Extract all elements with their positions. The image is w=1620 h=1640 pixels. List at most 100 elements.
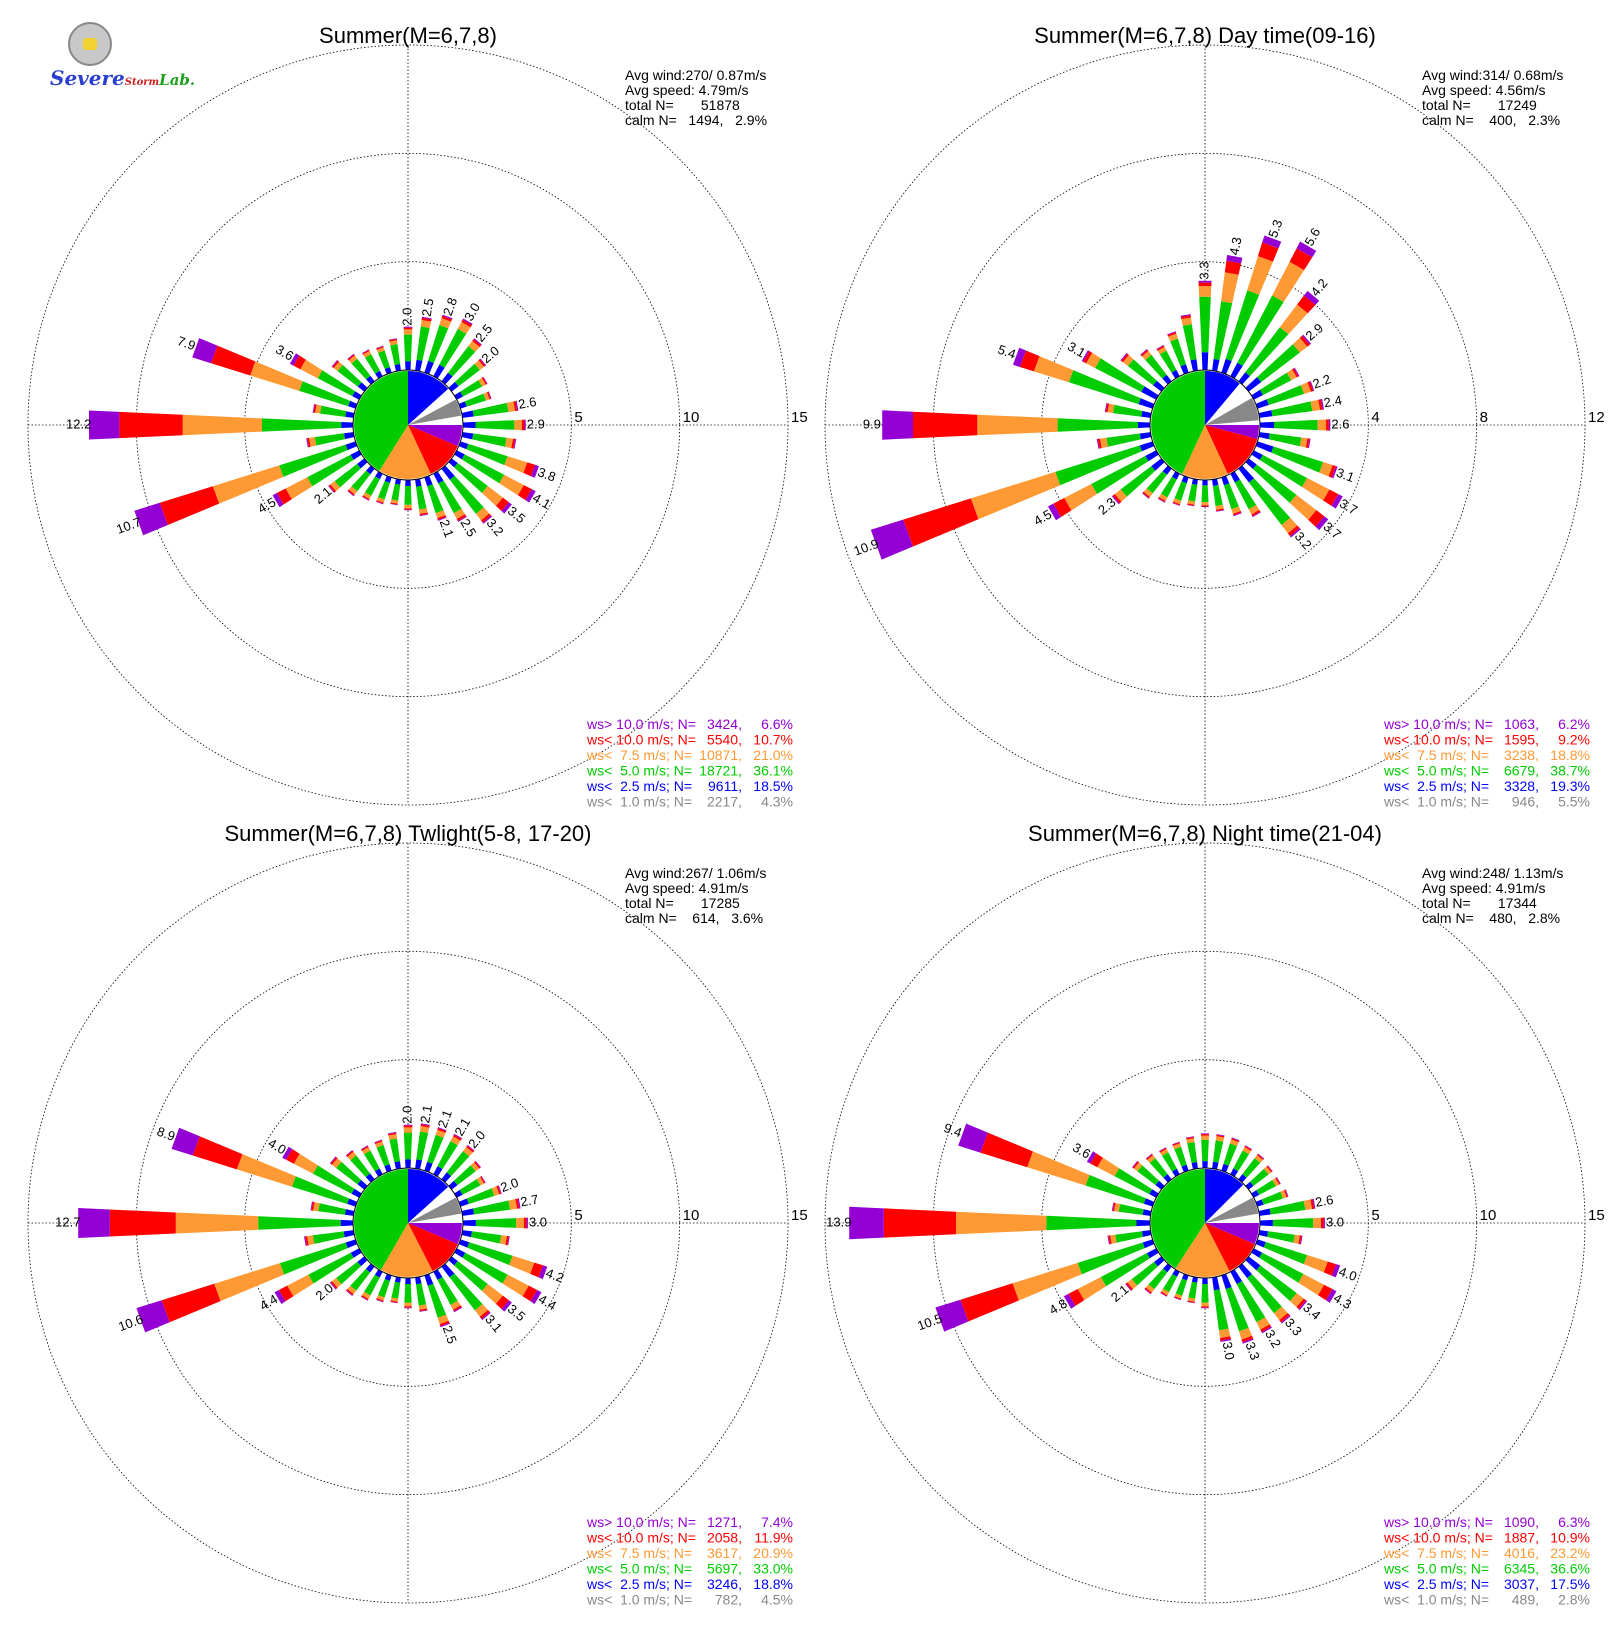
rose-bar-segment-lt10 xyxy=(505,1235,509,1246)
rose-bar-segment-lt75 xyxy=(504,456,528,473)
rose-bar-segment-ge10 xyxy=(1231,1137,1240,1141)
rose-bar-segment-ge10 xyxy=(1144,1288,1151,1295)
rose-bar-segment-lt25 xyxy=(1255,399,1269,409)
rose-bar-segment-ge10 xyxy=(1145,1153,1153,1160)
rose-bar-segment-lt75 xyxy=(285,477,313,500)
rose-bar-segment-lt10 xyxy=(390,502,398,505)
rose-bar-210 xyxy=(1157,471,1180,503)
rose-bar-200 xyxy=(1173,1273,1189,1301)
rose-bar-segment-ge10 xyxy=(362,496,369,501)
rose-bar-segment-ge10 xyxy=(1111,1202,1114,1211)
rose-bar-segment-lt10 xyxy=(1201,1306,1209,1308)
rose-bar-segment-lt25 xyxy=(454,450,465,460)
pie-sector-lt5 xyxy=(354,371,408,471)
rose-bar-segment-ge10 xyxy=(404,1307,412,1309)
rose-bar-50 xyxy=(1245,334,1312,392)
stats-line: total N= 17285 xyxy=(625,895,740,911)
rose-bar-segment-lt25 xyxy=(448,458,458,468)
rose-bar-segment-lt5 xyxy=(1247,1274,1282,1314)
rose-bar-segment-ge10 xyxy=(347,490,354,497)
rose-bar-segment-lt10 xyxy=(453,1134,462,1141)
ring-label: 4 xyxy=(1371,409,1379,426)
rose-bar-segment-lt75 xyxy=(482,486,503,506)
rose-bar-segment-lt5 xyxy=(1118,1204,1144,1215)
rose-bar-segment-lt75 xyxy=(476,1176,484,1186)
rose-bar-segment-lt10 xyxy=(1083,351,1093,364)
rose-bar-segment-ge10 xyxy=(437,1127,447,1132)
rose-bar-segment-ge10 xyxy=(1267,1165,1273,1172)
rose-bar-segment-lt75 xyxy=(1168,333,1178,342)
rose-bar-segment-lt5 xyxy=(416,1131,429,1161)
legend-percent: 6.6% xyxy=(761,716,793,732)
rose-bar-segment-ge10 xyxy=(440,1322,450,1328)
rose-bar-segment-lt25 xyxy=(384,1273,392,1281)
pie-sector-lt10 xyxy=(1205,425,1258,474)
rose-bar-segment-lt10 xyxy=(517,485,532,501)
bar-value-label: 3.3 xyxy=(1196,262,1211,280)
bar-value-label: 10.6 xyxy=(116,1311,145,1334)
rose-bar-segment-lt10 xyxy=(161,1283,221,1323)
rose-bar-200 xyxy=(1172,475,1189,506)
rose-bar-segment-lt5 xyxy=(378,481,390,500)
rose-bar-segment-lt10 xyxy=(479,1310,490,1319)
rose-bar-segment-lt5 xyxy=(1263,1242,1308,1265)
rose-bar-segment-lt10 xyxy=(913,411,978,439)
rose-bar-segment-ge10 xyxy=(526,1217,528,1229)
rose-bar-segment-lt10 xyxy=(421,317,432,322)
rose-bar-30 xyxy=(1230,1145,1253,1177)
rose-bar-segment-lt5 xyxy=(454,363,480,387)
rose-bar-190 xyxy=(390,1276,401,1304)
rose-bar-segment-lt75 xyxy=(435,510,446,519)
rose-bar-segment-lt10 xyxy=(522,1285,538,1302)
rose-bar-segment-ge10 xyxy=(849,1206,884,1240)
legend-label: ws< 7.5 m/s; N= xyxy=(586,1545,692,1561)
rose-bar-320 xyxy=(1145,1153,1172,1183)
rose-bar-segment-ge10 xyxy=(1187,1301,1195,1304)
rose-bar-segment-lt10 xyxy=(1160,1291,1168,1297)
rose-bar-segment-ge10 xyxy=(501,1300,512,1312)
rose-bar-segment-ge10 xyxy=(1120,352,1128,361)
legend-label: ws< 10.0 m/s; N= xyxy=(586,732,696,748)
rose-bar-segment-lt5 xyxy=(1268,433,1302,447)
rose-bar-segment-lt25 xyxy=(1154,1256,1165,1267)
rose-bar-segment-ge10 xyxy=(1300,1235,1303,1245)
rose-bar-segment-ge10 xyxy=(134,502,168,536)
rose-bar-100 xyxy=(1258,432,1311,449)
rose-bar-segment-lt75 xyxy=(403,329,413,335)
rose-bar-segment-lt5 xyxy=(439,328,467,368)
rose-bar-segment-ge10 xyxy=(515,400,519,411)
rose-bar-segment-lt25 xyxy=(1138,422,1151,428)
rose-bar-segment-lt10 xyxy=(330,1157,338,1165)
rose-bar-190 xyxy=(1187,1276,1198,1304)
rose-bar-segment-lt75 xyxy=(475,507,490,521)
rose-bar-170 xyxy=(1212,478,1225,512)
rose-bar-40 xyxy=(1238,290,1320,385)
rose-bar-segment-lt10 xyxy=(1279,1313,1290,1323)
rose-bar-segment-ge10 xyxy=(1086,1151,1097,1164)
rose-bar-segment-lt25 xyxy=(454,391,463,400)
rose-bar-segment-lt10 xyxy=(439,1320,450,1327)
rose-bar-segment-lt10 xyxy=(1328,465,1336,478)
rose-bar-segment-lt5 xyxy=(427,1134,444,1164)
rose-bar-segment-lt25 xyxy=(344,1209,355,1216)
rose-bar-segment-lt10 xyxy=(1260,1324,1272,1333)
rose-bar-190 xyxy=(1187,478,1198,507)
rose-bar-segment-lt75 xyxy=(1221,272,1239,304)
rose-bar-segment-lt75 xyxy=(175,1212,259,1234)
pie-sector-lt1 xyxy=(408,1197,462,1223)
rose-bar-segment-lt10 xyxy=(1216,508,1224,512)
rose-bar-340 xyxy=(374,1139,392,1173)
rose-bar-segment-lt75 xyxy=(361,1291,371,1299)
rose-bar-200 xyxy=(376,1273,392,1303)
rose-bar-segment-lt25 xyxy=(1171,471,1180,480)
rose-bar-segment-lt5 xyxy=(404,1284,412,1303)
rose-bar-segment-lt10 xyxy=(347,354,355,361)
rose-bar-segment-lt10 xyxy=(346,1150,354,1157)
rose-bar-segment-ge10 xyxy=(1180,314,1191,317)
rose-bar-segment-lt10 xyxy=(511,438,516,449)
rose-bar-segment-lt5 xyxy=(1188,1281,1198,1299)
rose-bar-segment-lt10 xyxy=(159,486,220,525)
rose-bar-segment-ge10 xyxy=(1276,1177,1281,1184)
rose-bar-segment-lt10 xyxy=(960,1283,1019,1322)
rose-bar-segment-lt75 xyxy=(1186,1138,1195,1144)
